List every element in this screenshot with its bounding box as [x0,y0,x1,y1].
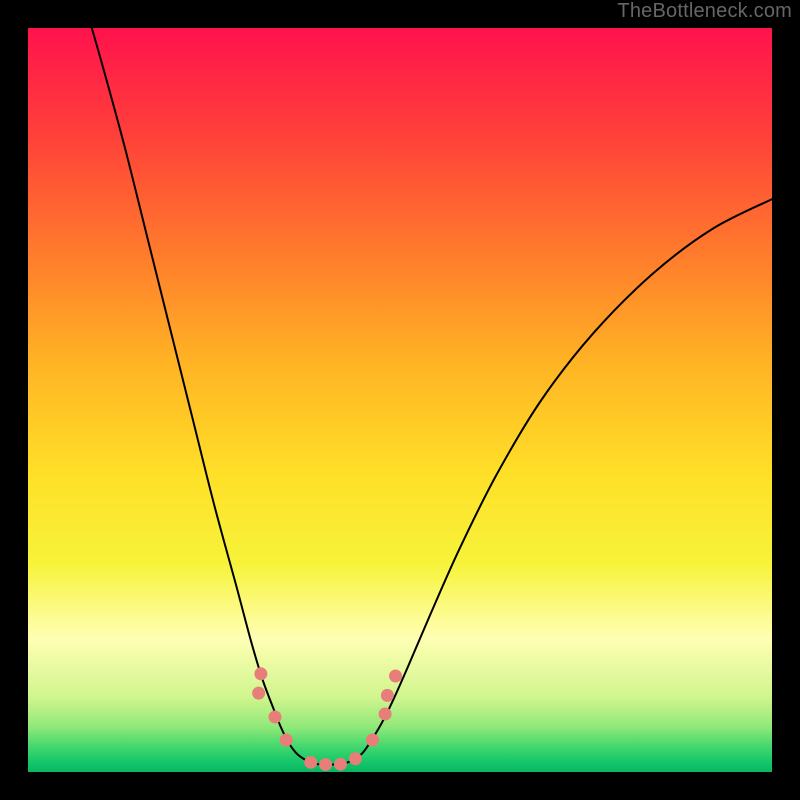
data-point [269,710,282,723]
data-point [379,707,392,720]
data-point [349,752,362,765]
data-point [366,734,379,747]
watermark-label: TheBottleneck.com [617,0,792,23]
chart-background [28,28,772,772]
data-point [280,734,293,747]
data-point [304,756,317,769]
data-point [252,687,265,700]
data-point [389,670,402,683]
data-point [381,689,394,702]
chart-stage: TheBottleneck.com [0,0,800,800]
bottleneck-curve-chart [28,28,772,772]
data-point [319,758,332,771]
data-point [334,758,347,771]
data-point [254,667,267,680]
